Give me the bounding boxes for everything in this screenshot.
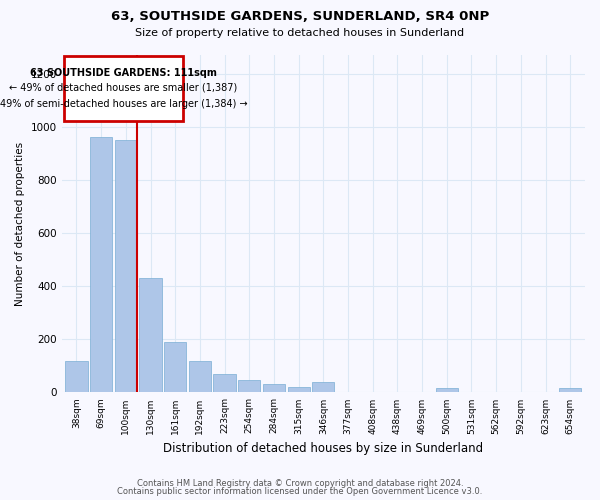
X-axis label: Distribution of detached houses by size in Sunderland: Distribution of detached houses by size … bbox=[163, 442, 484, 455]
Bar bbox=[263, 384, 285, 392]
Text: Size of property relative to detached houses in Sunderland: Size of property relative to detached ho… bbox=[136, 28, 464, 38]
Bar bbox=[312, 382, 334, 392]
Bar bbox=[436, 388, 458, 392]
Text: Contains HM Land Registry data © Crown copyright and database right 2024.: Contains HM Land Registry data © Crown c… bbox=[137, 478, 463, 488]
Bar bbox=[90, 138, 112, 392]
Text: Contains public sector information licensed under the Open Government Licence v3: Contains public sector information licen… bbox=[118, 487, 482, 496]
Bar bbox=[164, 342, 187, 392]
Bar bbox=[139, 278, 161, 392]
Bar bbox=[287, 387, 310, 392]
Text: 49% of semi-detached houses are larger (1,384) →: 49% of semi-detached houses are larger (… bbox=[0, 99, 247, 109]
Bar bbox=[214, 374, 236, 392]
Text: 63 SOUTHSIDE GARDENS: 111sqm: 63 SOUTHSIDE GARDENS: 111sqm bbox=[30, 68, 217, 78]
Text: ← 49% of detached houses are smaller (1,387): ← 49% of detached houses are smaller (1,… bbox=[9, 83, 238, 93]
Bar bbox=[559, 388, 581, 392]
Bar bbox=[189, 360, 211, 392]
FancyBboxPatch shape bbox=[64, 56, 182, 122]
Bar bbox=[65, 360, 88, 392]
Bar bbox=[115, 140, 137, 392]
Text: 63, SOUTHSIDE GARDENS, SUNDERLAND, SR4 0NP: 63, SOUTHSIDE GARDENS, SUNDERLAND, SR4 0… bbox=[111, 10, 489, 23]
Y-axis label: Number of detached properties: Number of detached properties bbox=[15, 142, 25, 306]
Bar bbox=[238, 380, 260, 392]
